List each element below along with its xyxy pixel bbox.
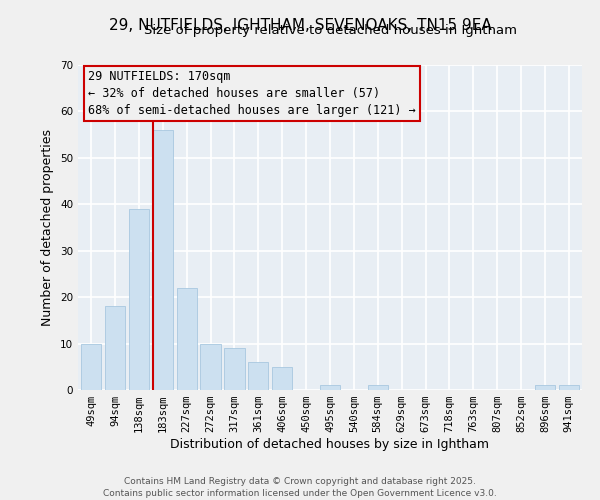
Bar bbox=[176, 288, 197, 390]
Bar bbox=[105, 306, 125, 390]
Text: 29 NUTFIELDS: 170sqm
← 32% of detached houses are smaller (57)
68% of semi-detac: 29 NUTFIELDS: 170sqm ← 32% of detached h… bbox=[88, 70, 416, 117]
Bar bbox=[535, 386, 555, 390]
Bar bbox=[224, 348, 245, 390]
Bar bbox=[129, 209, 149, 390]
Bar bbox=[272, 367, 292, 390]
Text: 29, NUTFIELDS, IGHTHAM, SEVENOAKS, TN15 9EA: 29, NUTFIELDS, IGHTHAM, SEVENOAKS, TN15 … bbox=[109, 18, 491, 32]
Bar bbox=[368, 386, 388, 390]
Bar bbox=[200, 344, 221, 390]
Title: Size of property relative to detached houses in Ightham: Size of property relative to detached ho… bbox=[143, 24, 517, 38]
Bar bbox=[559, 386, 579, 390]
Bar bbox=[320, 386, 340, 390]
Y-axis label: Number of detached properties: Number of detached properties bbox=[41, 129, 55, 326]
X-axis label: Distribution of detached houses by size in Ightham: Distribution of detached houses by size … bbox=[170, 438, 490, 451]
Bar bbox=[81, 344, 101, 390]
Text: Contains HM Land Registry data © Crown copyright and database right 2025.
Contai: Contains HM Land Registry data © Crown c… bbox=[103, 476, 497, 498]
Bar bbox=[152, 130, 173, 390]
Bar bbox=[248, 362, 268, 390]
